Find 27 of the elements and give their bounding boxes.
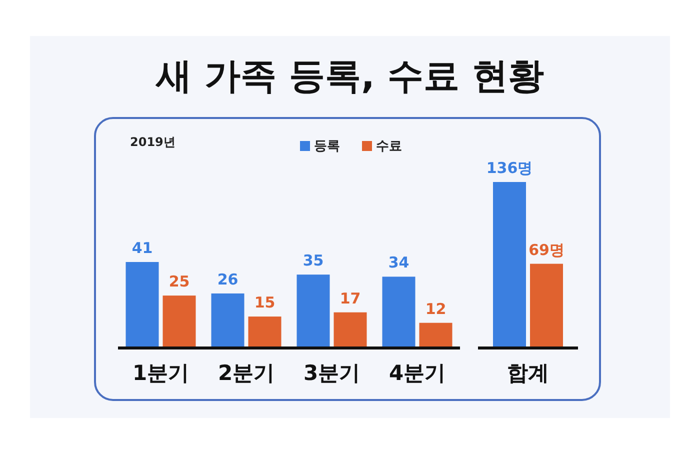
data-label: 15 — [254, 294, 276, 312]
bar — [248, 316, 282, 348]
x-tick-label: 3분기 — [303, 361, 360, 385]
chart-title: 새 가족 등록, 수료 현황 — [155, 56, 544, 97]
data-label: 26 — [217, 270, 238, 288]
data-label: 41 — [132, 239, 153, 257]
bar — [126, 262, 159, 348]
text: 2019년 — [130, 135, 176, 149]
bar — [382, 276, 416, 348]
bar — [296, 274, 330, 348]
legend-label: 등록 — [314, 139, 340, 154]
data-label: 136명 — [486, 159, 533, 177]
data-label: 25 — [168, 272, 190, 291]
data-label: 34 — [388, 254, 410, 272]
x-tick-label: 2분기 — [218, 361, 275, 385]
data-label: 17 — [340, 289, 361, 308]
data-label: 12 — [425, 300, 446, 318]
data-label: 69명 — [528, 240, 564, 259]
bar — [162, 296, 196, 348]
legend-label: 수료 — [376, 139, 402, 154]
x-tick-label: 4분기 — [388, 361, 446, 385]
x-tick-label: 합계 — [507, 361, 549, 385]
x-tick-label: 1분기 — [132, 361, 190, 385]
bar — [419, 322, 452, 348]
bar — [211, 293, 244, 348]
bar — [334, 312, 367, 348]
data-label: 35 — [302, 252, 324, 270]
